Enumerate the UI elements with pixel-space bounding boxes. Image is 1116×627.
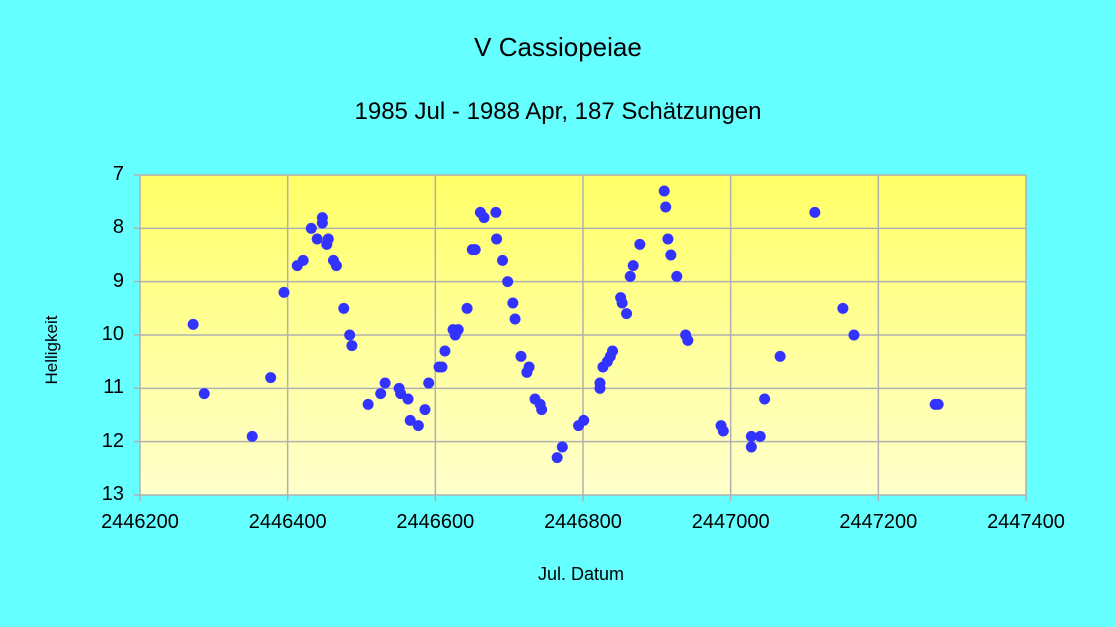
data-point xyxy=(469,244,481,256)
data-point xyxy=(759,393,771,405)
y-tick-label: 7 xyxy=(112,163,124,185)
y-tick-label: 13 xyxy=(101,483,124,505)
data-point xyxy=(682,334,694,346)
data-point xyxy=(490,206,502,218)
data-point xyxy=(419,404,431,416)
y-tick-label: 9 xyxy=(112,269,124,292)
data-point xyxy=(375,388,387,400)
data-point xyxy=(344,329,356,341)
x-tick-label: 2446800 xyxy=(544,511,622,533)
data-point xyxy=(745,430,757,442)
data-point xyxy=(627,260,639,272)
data-point xyxy=(658,185,670,197)
data-point xyxy=(717,425,729,437)
y-axis-label: Helligkeit xyxy=(42,315,61,385)
chart-subtitle: 1985 Jul - 1988 Apr, 187 Schätzungen xyxy=(354,98,762,125)
data-point xyxy=(837,302,849,314)
data-point xyxy=(551,452,563,464)
data-point xyxy=(322,233,334,245)
data-point xyxy=(265,372,277,384)
data-point xyxy=(402,393,414,405)
x-axis-label: Jul. Datum xyxy=(537,564,625,584)
data-point xyxy=(338,302,350,314)
x-tick-label: 2447000 xyxy=(691,511,770,533)
data-point xyxy=(671,270,683,282)
data-point xyxy=(497,254,509,266)
data-point xyxy=(412,420,424,432)
data-point xyxy=(809,206,821,218)
data-point xyxy=(607,345,619,357)
gridlines xyxy=(134,174,1027,501)
data-point xyxy=(439,345,451,357)
data-point xyxy=(509,313,521,325)
data-point xyxy=(578,414,590,426)
y-tick-label: 11 xyxy=(103,376,124,399)
x-tick-label: 2446400 xyxy=(248,511,327,533)
data-point xyxy=(198,388,210,400)
data-point xyxy=(932,398,944,410)
data-point xyxy=(536,404,548,416)
data-point xyxy=(330,260,342,272)
data-points xyxy=(187,185,944,464)
data-point xyxy=(848,329,860,341)
data-point xyxy=(774,350,786,362)
data-point xyxy=(423,377,435,389)
data-point xyxy=(665,249,677,261)
data-point xyxy=(461,302,473,314)
data-point xyxy=(436,361,448,373)
data-point xyxy=(491,233,503,245)
data-point xyxy=(662,233,674,245)
data-point xyxy=(478,212,490,224)
data-point xyxy=(404,414,416,426)
data-point xyxy=(634,238,646,250)
data-point xyxy=(278,286,290,298)
data-point xyxy=(297,254,309,266)
data-point xyxy=(305,222,317,234)
data-point xyxy=(311,233,323,245)
data-point xyxy=(624,270,636,282)
x-tick-label: 2447200 xyxy=(839,511,918,533)
data-point xyxy=(246,430,258,442)
data-point xyxy=(316,217,328,229)
data-point xyxy=(523,361,535,373)
data-point xyxy=(452,324,464,336)
data-point xyxy=(556,441,568,453)
data-point xyxy=(362,398,374,410)
y-tick-label: 10 xyxy=(101,323,124,345)
data-point xyxy=(754,430,766,442)
y-tick-label: 12 xyxy=(101,429,124,452)
x-tick-label: 2447400 xyxy=(987,511,1065,533)
y-tick-label: 8 xyxy=(112,216,124,239)
x-tick-label: 2446600 xyxy=(396,511,475,533)
data-point xyxy=(346,340,358,352)
data-point xyxy=(616,297,628,309)
data-point xyxy=(594,377,606,389)
data-point xyxy=(379,377,391,389)
x-tick-label: 2446200 xyxy=(101,511,179,533)
data-point xyxy=(660,201,672,213)
data-point xyxy=(507,297,519,309)
data-point xyxy=(502,276,514,288)
data-point xyxy=(187,318,199,330)
data-point xyxy=(515,350,527,362)
data-point xyxy=(745,441,757,453)
chart-title: V Cassiopeiae xyxy=(474,32,642,62)
data-point xyxy=(621,308,633,320)
